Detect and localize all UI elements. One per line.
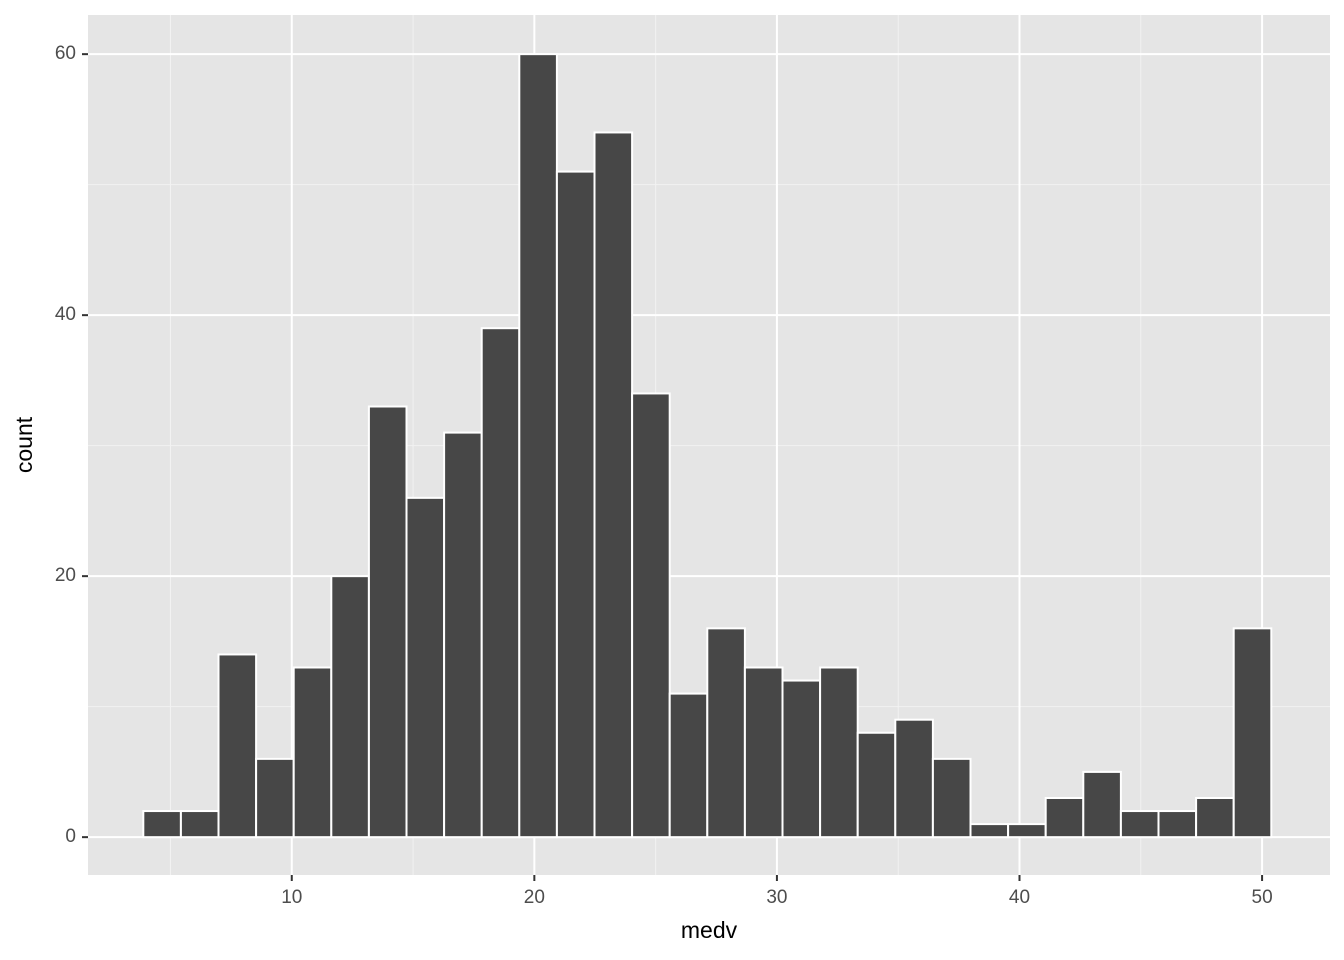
- bar: [217, 653, 258, 839]
- bar: [856, 731, 897, 839]
- bar: [1232, 627, 1273, 839]
- bar: [443, 431, 483, 839]
- bar: [1007, 823, 1047, 839]
- bar: [781, 679, 822, 839]
- bar: [518, 53, 558, 839]
- bar: [743, 666, 784, 839]
- bar: [819, 666, 859, 839]
- bar: [480, 327, 521, 839]
- x-tick-label: 10: [281, 887, 302, 908]
- y-axis-title: count: [11, 416, 37, 473]
- bar: [367, 405, 408, 839]
- bar: [555, 170, 596, 839]
- bar: [631, 392, 671, 839]
- bar: [330, 575, 370, 839]
- bar: [894, 718, 934, 839]
- bar: [668, 692, 709, 839]
- x-tick-label: 40: [1009, 887, 1030, 908]
- bar: [969, 823, 1010, 839]
- y-tick-label: 0: [65, 826, 76, 847]
- bar: [142, 810, 182, 839]
- y-tick-label: 40: [55, 304, 76, 325]
- x-tick-label: 50: [1252, 887, 1273, 908]
- x-tick-label: 20: [524, 887, 545, 908]
- bar: [255, 757, 295, 839]
- bar: [706, 627, 746, 839]
- bar: [1157, 810, 1198, 839]
- bar: [179, 810, 220, 839]
- x-tick-label: 30: [766, 887, 787, 908]
- bar: [405, 496, 446, 839]
- bar: [593, 131, 634, 839]
- bar: [1119, 810, 1160, 839]
- x-axis-title: medv: [681, 917, 738, 943]
- bar: [292, 666, 333, 839]
- bar: [1044, 797, 1085, 839]
- y-tick-label: 20: [55, 565, 76, 586]
- axes: 10 20 30 40 50 0 20 40 60: [55, 43, 1273, 908]
- bars: [142, 53, 1273, 839]
- y-tick-label: 60: [55, 43, 76, 64]
- bar: [931, 757, 972, 839]
- bar: [1195, 797, 1235, 839]
- bar: [1082, 770, 1122, 839]
